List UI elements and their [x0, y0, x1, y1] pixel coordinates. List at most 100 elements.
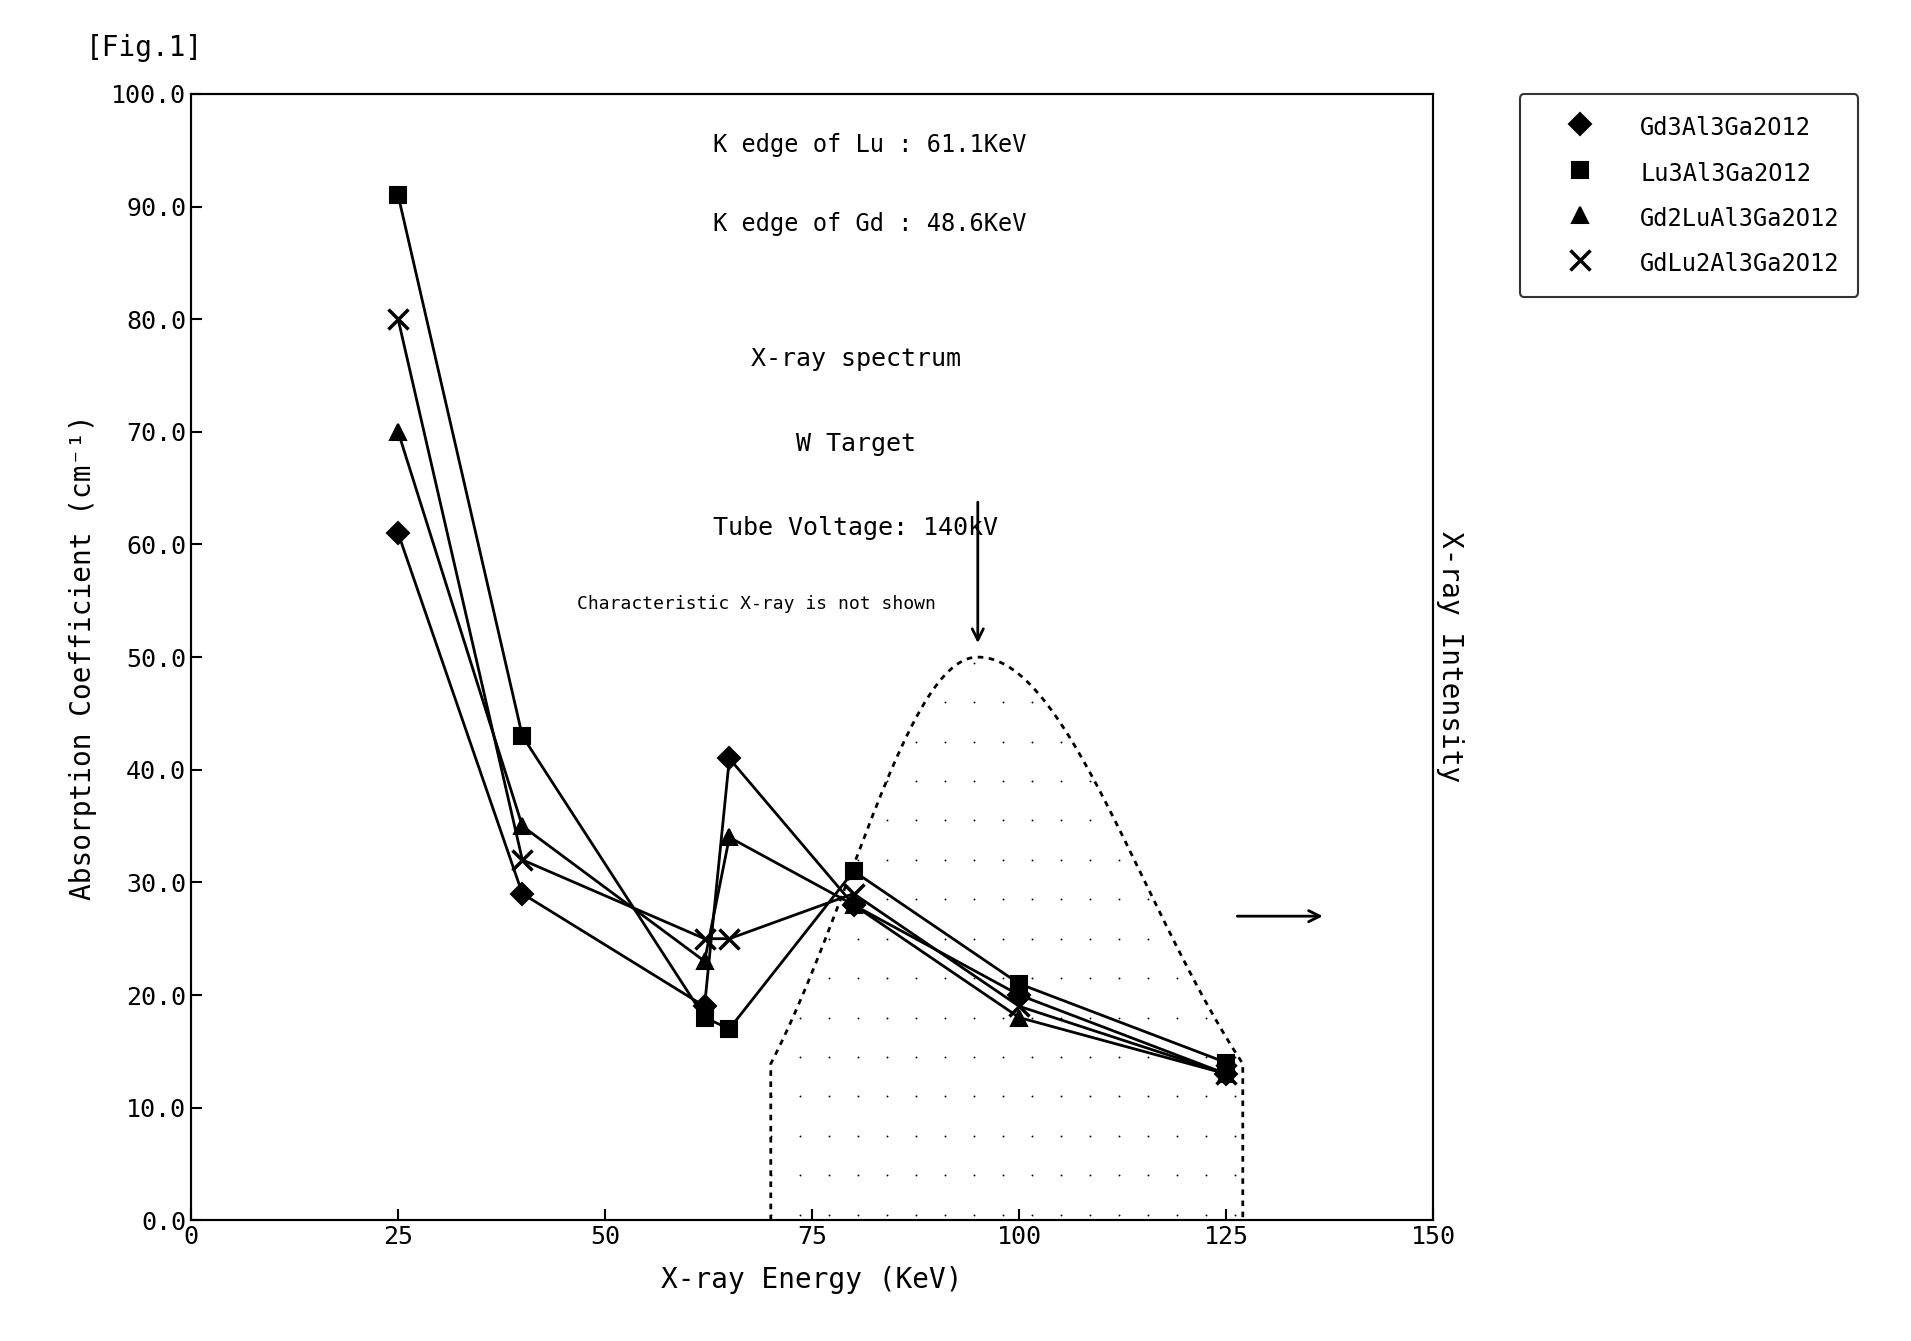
Point [871, 1125, 902, 1147]
Point [1162, 1046, 1192, 1067]
Point [843, 1086, 873, 1108]
Point [988, 770, 1019, 791]
Point [1133, 1046, 1164, 1067]
Point [1103, 967, 1133, 988]
Lu3Al3Ga2O12 [386, 188, 409, 204]
Point [959, 849, 990, 870]
Point [959, 1086, 990, 1108]
Point [843, 1046, 873, 1067]
Point [1017, 1204, 1047, 1226]
GdLu2Al3Ga2O12 [694, 931, 717, 947]
Point [988, 1046, 1019, 1067]
Point [959, 1164, 990, 1185]
Point [1074, 810, 1105, 831]
Point [871, 928, 902, 949]
Point [871, 1086, 902, 1108]
Gd3Al3Ga2O12 [719, 751, 741, 767]
Point [1103, 928, 1133, 949]
Point [1045, 889, 1076, 911]
Gd3Al3Ga2O12 [386, 526, 409, 542]
Point [1045, 770, 1076, 791]
Gd3Al3Ga2O12 [510, 885, 533, 901]
Point [871, 810, 902, 831]
Point [1191, 1125, 1221, 1147]
Gd2LuAl3Ga2O12 [1007, 1010, 1030, 1026]
Point [1074, 1204, 1105, 1226]
Point [1103, 849, 1133, 870]
GdLu2Al3Ga2O12 [1215, 1066, 1238, 1082]
Point [929, 1204, 959, 1226]
Point [1219, 1086, 1250, 1108]
Point [929, 1164, 959, 1185]
Gd3Al3Ga2O12 [1215, 1066, 1238, 1082]
Point [1074, 849, 1105, 870]
Point [1017, 1086, 1047, 1108]
Point [871, 1046, 902, 1067]
Gd3Al3Ga2O12 [843, 897, 866, 913]
Point [988, 1204, 1019, 1226]
Gd3Al3Ga2O12 [1007, 987, 1030, 1003]
Point [1103, 1007, 1133, 1029]
Point [1191, 1164, 1221, 1185]
Point [843, 1125, 873, 1147]
Text: Characteristic X-ray is not shown: Characteristic X-ray is not shown [577, 595, 936, 613]
Point [1191, 1007, 1221, 1029]
Point [988, 849, 1019, 870]
Point [1045, 1086, 1076, 1108]
Point [900, 928, 931, 949]
Point [900, 1125, 931, 1147]
Point [1074, 1086, 1105, 1108]
Point [929, 770, 959, 791]
Point [900, 1086, 931, 1108]
Point [900, 967, 931, 988]
Point [929, 1046, 959, 1067]
X-axis label: X-ray Energy (KeV): X-ray Energy (KeV) [661, 1266, 963, 1294]
Point [814, 928, 845, 949]
Point [1074, 967, 1105, 988]
Point [988, 692, 1019, 713]
Point [1103, 1204, 1133, 1226]
Point [900, 849, 931, 870]
Point [959, 889, 990, 911]
Point [843, 1204, 873, 1226]
Point [929, 692, 959, 713]
Point [988, 928, 1019, 949]
Point [1103, 1046, 1133, 1067]
Point [785, 1007, 816, 1029]
Point [900, 770, 931, 791]
Lu3Al3Ga2O12 [843, 864, 866, 880]
Point [785, 1204, 816, 1226]
Line: Lu3Al3Ga2O12: Lu3Al3Ga2O12 [390, 188, 1235, 1070]
Point [959, 1046, 990, 1067]
Point [1103, 1086, 1133, 1108]
Point [755, 1125, 785, 1147]
Gd2LuAl3Ga2O12 [386, 424, 409, 440]
Point [814, 1007, 845, 1029]
Point [1219, 1046, 1250, 1067]
Point [900, 1164, 931, 1185]
Point [1045, 849, 1076, 870]
Point [900, 731, 931, 752]
Point [843, 889, 873, 911]
Point [814, 1125, 845, 1147]
GdLu2Al3Ga2O12 [386, 311, 409, 327]
Point [1074, 770, 1105, 791]
Text: X-ray spectrum: X-ray spectrum [751, 347, 961, 371]
Point [843, 1007, 873, 1029]
Point [755, 1164, 785, 1185]
Lu3Al3Ga2O12 [510, 728, 533, 744]
Point [1162, 1007, 1192, 1029]
Point [1074, 1007, 1105, 1029]
Point [1045, 1007, 1076, 1029]
Point [1017, 928, 1047, 949]
Point [1017, 810, 1047, 831]
Gd2LuAl3Ga2O12 [694, 953, 717, 970]
Line: GdLu2Al3Ga2O12: GdLu2Al3Ga2O12 [388, 310, 1236, 1084]
Gd2LuAl3Ga2O12 [510, 818, 533, 834]
Point [814, 1204, 845, 1226]
Point [929, 810, 959, 831]
Point [871, 770, 902, 791]
Point [1045, 810, 1076, 831]
Point [929, 849, 959, 870]
Point [843, 928, 873, 949]
